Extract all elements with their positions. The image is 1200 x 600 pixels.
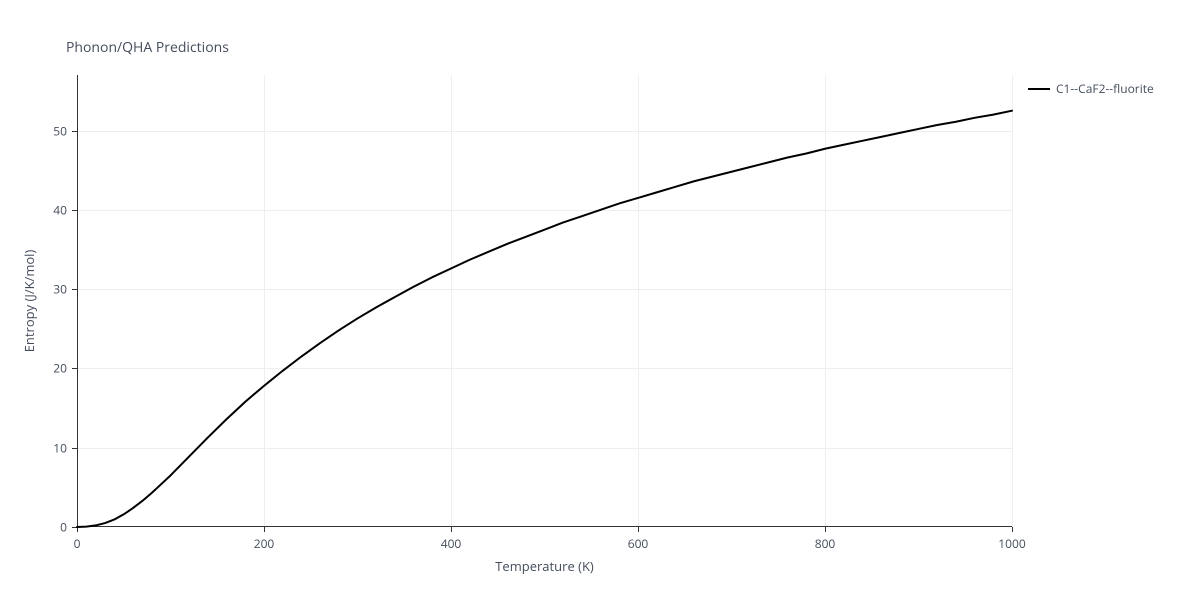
y-tick-label: 20 xyxy=(53,360,67,377)
chart-title: Phonon/QHA Predictions xyxy=(66,38,229,57)
series-line xyxy=(77,75,1012,527)
x-tick xyxy=(825,527,826,532)
x-tick-label: 800 xyxy=(815,535,836,552)
x-axis-label: Temperature (K) xyxy=(495,557,594,575)
y-tick-label: 0 xyxy=(60,519,67,536)
x-tick xyxy=(451,527,452,532)
x-tick-label: 400 xyxy=(441,535,462,552)
chart-plot-area: 0200400600800100001020304050Temperature … xyxy=(77,75,1012,527)
y-tick-label: 40 xyxy=(53,201,67,218)
x-tick-label: 0 xyxy=(74,535,81,552)
legend-swatch xyxy=(1028,88,1050,90)
x-tick xyxy=(638,527,639,532)
x-tick xyxy=(264,527,265,532)
y-tick-label: 50 xyxy=(53,122,67,139)
y-tick-label: 10 xyxy=(53,439,67,456)
x-tick-label: 600 xyxy=(628,535,649,552)
legend-label: C1--CaF2--fluorite xyxy=(1056,80,1154,97)
x-tick-label: 200 xyxy=(254,535,275,552)
x-tick xyxy=(1012,527,1013,532)
y-tick-label: 30 xyxy=(53,281,67,298)
x-tick-label: 1000 xyxy=(998,535,1025,552)
y-axis-label: Entropy (J/K/mol) xyxy=(20,250,38,353)
legend: C1--CaF2--fluorite xyxy=(1028,80,1154,97)
gridline-vertical xyxy=(1012,75,1013,527)
